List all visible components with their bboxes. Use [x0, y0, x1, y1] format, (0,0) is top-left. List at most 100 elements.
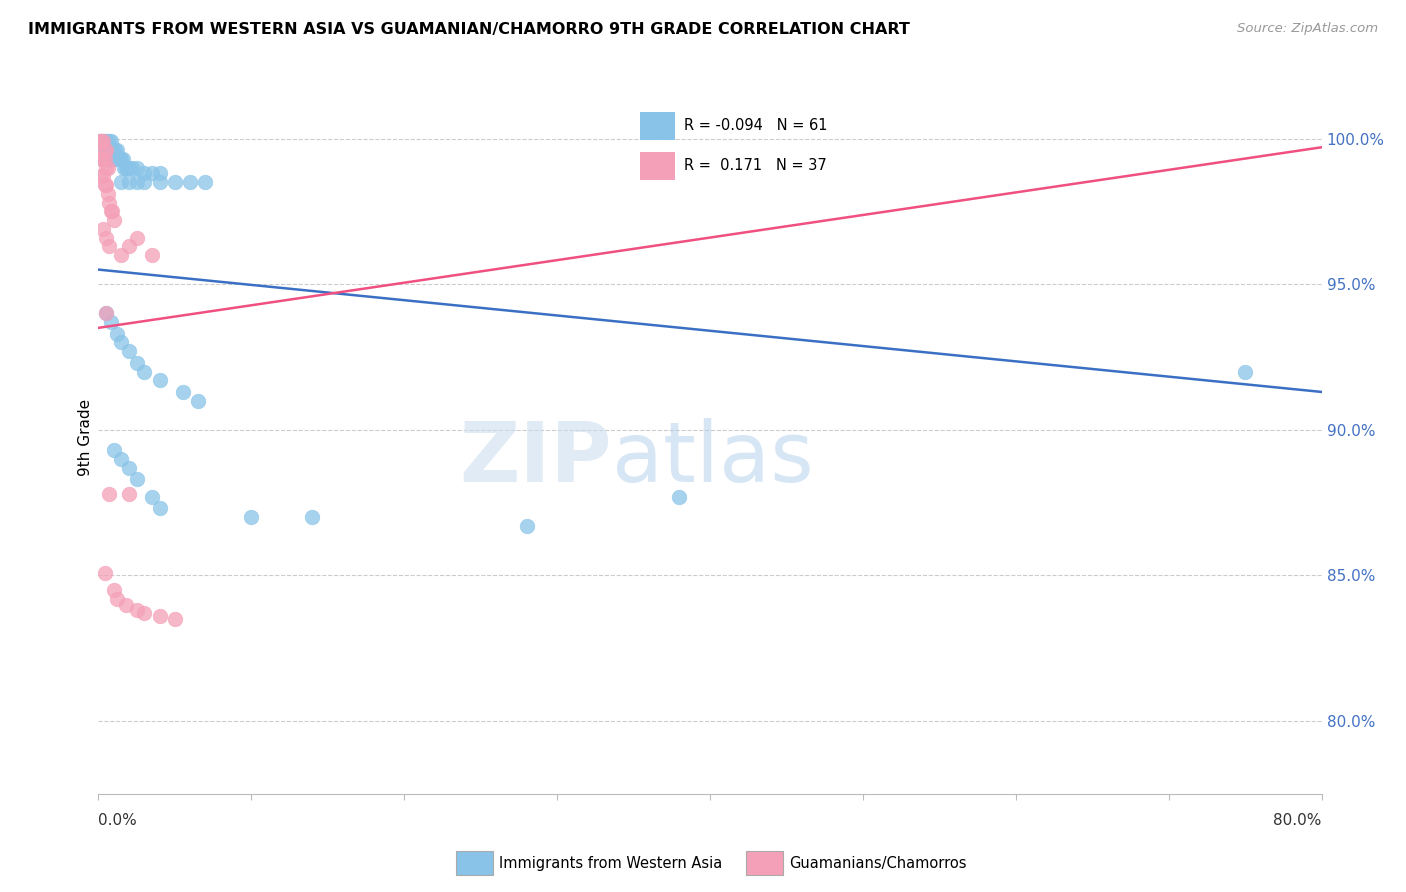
- Text: Immigrants from Western Asia: Immigrants from Western Asia: [499, 855, 723, 871]
- Point: [163, 612, 186, 626]
- Bar: [747, 851, 783, 875]
- Point: [118, 175, 141, 189]
- Point: [301, 510, 323, 524]
- Point: [149, 609, 172, 624]
- Point: [149, 175, 172, 189]
- Point: [163, 175, 186, 189]
- Point: [141, 248, 163, 262]
- Point: [118, 344, 141, 359]
- Text: ZIP: ZIP: [460, 418, 612, 499]
- Point: [105, 591, 128, 606]
- Y-axis label: 9th Grade: 9th Grade: [77, 399, 93, 475]
- Point: [93, 566, 115, 580]
- Point: [91, 169, 114, 184]
- Point: [94, 143, 117, 157]
- Point: [104, 152, 127, 166]
- Point: [97, 152, 120, 166]
- Point: [668, 490, 690, 504]
- Point: [104, 143, 127, 157]
- Point: [172, 384, 194, 399]
- Point: [94, 230, 117, 244]
- Point: [118, 239, 141, 253]
- Text: R =  0.171   N = 37: R = 0.171 N = 37: [685, 159, 827, 173]
- Point: [105, 143, 128, 157]
- Point: [100, 315, 122, 329]
- Point: [93, 152, 115, 166]
- Point: [100, 143, 122, 157]
- Bar: [640, 112, 675, 140]
- Point: [93, 143, 115, 157]
- Point: [100, 135, 122, 149]
- Point: [90, 135, 112, 149]
- Point: [125, 175, 148, 189]
- Point: [90, 169, 112, 184]
- Point: [111, 152, 134, 166]
- Point: [105, 326, 128, 341]
- Point: [91, 152, 114, 166]
- Point: [94, 306, 117, 320]
- Point: [134, 166, 156, 180]
- Point: [141, 490, 163, 504]
- Point: [1234, 365, 1257, 379]
- Point: [141, 166, 163, 180]
- Point: [97, 161, 120, 175]
- Point: [110, 248, 132, 262]
- Point: [115, 598, 138, 612]
- Point: [89, 135, 111, 149]
- Point: [100, 204, 122, 219]
- Point: [108, 152, 131, 166]
- Point: [179, 175, 201, 189]
- Point: [110, 451, 132, 466]
- Point: [125, 356, 148, 370]
- Point: [110, 335, 132, 350]
- Text: atlas: atlas: [612, 418, 814, 499]
- Text: R = -0.094   N = 61: R = -0.094 N = 61: [685, 119, 828, 133]
- Text: 80.0%: 80.0%: [1274, 814, 1322, 828]
- Point: [134, 175, 156, 189]
- Point: [93, 143, 115, 157]
- Point: [103, 443, 125, 458]
- Point: [94, 135, 117, 149]
- Point: [194, 175, 217, 189]
- Point: [93, 178, 115, 193]
- Point: [149, 166, 172, 180]
- Bar: [640, 152, 675, 180]
- Point: [117, 161, 139, 175]
- Point: [149, 373, 172, 387]
- Point: [97, 143, 120, 157]
- Point: [112, 161, 135, 175]
- Point: [93, 135, 115, 149]
- Point: [118, 161, 141, 175]
- Point: [125, 230, 148, 244]
- Point: [101, 204, 124, 219]
- Point: [110, 175, 132, 189]
- Point: [89, 135, 111, 149]
- Point: [134, 607, 156, 621]
- Point: [125, 161, 148, 175]
- Point: [103, 143, 125, 157]
- Point: [118, 460, 141, 475]
- Point: [103, 213, 125, 227]
- Point: [187, 393, 209, 408]
- Point: [107, 152, 129, 166]
- Point: [149, 501, 172, 516]
- Point: [103, 582, 125, 597]
- Point: [118, 487, 141, 501]
- Point: [125, 603, 148, 617]
- Point: [110, 152, 132, 166]
- Point: [516, 519, 538, 533]
- Point: [90, 135, 112, 149]
- Point: [91, 222, 114, 236]
- Text: 0.0%: 0.0%: [98, 814, 138, 828]
- Point: [103, 152, 125, 166]
- Point: [98, 135, 121, 149]
- Point: [134, 365, 156, 379]
- Bar: [456, 851, 492, 875]
- Text: Source: ZipAtlas.com: Source: ZipAtlas.com: [1237, 22, 1378, 36]
- Point: [98, 239, 121, 253]
- Point: [91, 135, 114, 149]
- Point: [98, 143, 121, 157]
- Point: [97, 186, 120, 201]
- Point: [94, 306, 117, 320]
- Point: [240, 510, 263, 524]
